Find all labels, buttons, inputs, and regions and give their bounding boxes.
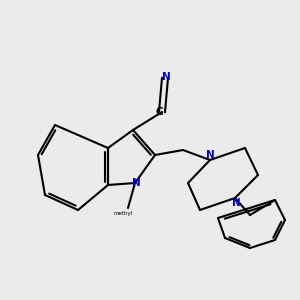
Text: C: C: [156, 107, 164, 117]
Text: N: N: [232, 197, 241, 208]
Text: N: N: [132, 178, 141, 188]
Text: N: N: [206, 150, 214, 160]
Text: N: N: [161, 71, 170, 82]
Text: methyl: methyl: [114, 212, 133, 217]
